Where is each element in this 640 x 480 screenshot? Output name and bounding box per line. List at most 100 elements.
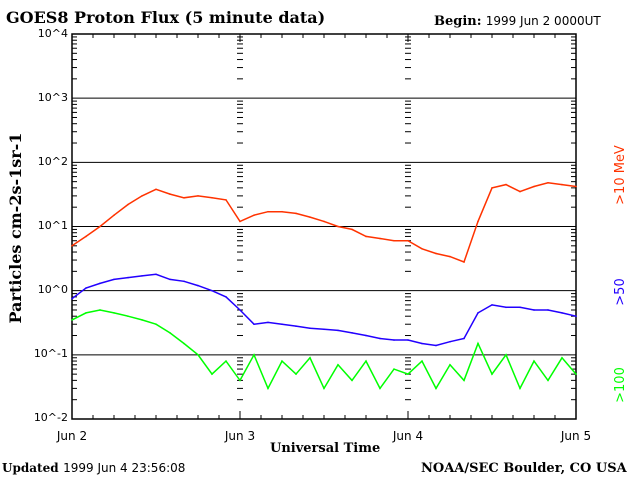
data-point bbox=[323, 328, 325, 331]
begin-label: Begin: bbox=[434, 14, 482, 29]
data-point bbox=[239, 220, 241, 223]
data-point bbox=[463, 379, 465, 382]
data-point bbox=[533, 309, 535, 311]
data-point bbox=[533, 360, 535, 362]
data-point bbox=[365, 235, 367, 238]
data-point bbox=[197, 284, 199, 287]
updated-label: Updated bbox=[2, 461, 59, 475]
data-point bbox=[547, 181, 549, 184]
data-point bbox=[407, 239, 409, 242]
series-line bbox=[71, 309, 577, 391]
data-point bbox=[211, 289, 213, 292]
data-point bbox=[281, 210, 283, 213]
data-point bbox=[71, 319, 73, 321]
data-point bbox=[561, 183, 563, 186]
data-point bbox=[505, 354, 507, 356]
data-point bbox=[155, 323, 157, 326]
data-point bbox=[183, 197, 185, 199]
data-point bbox=[71, 245, 73, 247]
data-point bbox=[309, 356, 311, 359]
data-point bbox=[267, 387, 269, 390]
data-point bbox=[547, 379, 549, 382]
data-point bbox=[295, 212, 297, 215]
data-point bbox=[169, 278, 171, 281]
data-point bbox=[85, 287, 87, 289]
data-point bbox=[295, 373, 297, 375]
data-point bbox=[127, 276, 129, 279]
data-point bbox=[211, 197, 213, 199]
data-point bbox=[379, 237, 381, 240]
data-point bbox=[435, 252, 437, 255]
data-point bbox=[225, 199, 227, 201]
x-tick-label: Jun 3 bbox=[224, 429, 255, 443]
data-point bbox=[533, 185, 535, 188]
legend-label: >50 bbox=[613, 278, 628, 305]
series-line bbox=[71, 273, 577, 347]
data-point bbox=[85, 235, 87, 238]
data-point bbox=[113, 312, 115, 314]
y-tick-label: 10^4 bbox=[37, 27, 68, 40]
data-point bbox=[323, 220, 325, 223]
y-tick-label: 10^-2 bbox=[33, 411, 68, 424]
y-tick-label: 10^0 bbox=[37, 283, 68, 296]
data-point bbox=[365, 360, 367, 362]
y-tick-label: 10^1 bbox=[37, 219, 68, 232]
data-point bbox=[253, 354, 255, 356]
data-point bbox=[323, 387, 325, 390]
data-point bbox=[127, 203, 129, 206]
updated-time: Updated 1999 Jun 4 23:56:08 bbox=[2, 461, 185, 476]
data-point bbox=[449, 255, 451, 258]
y-tick-label: 10^3 bbox=[37, 91, 68, 104]
data-point bbox=[575, 185, 577, 188]
data-point bbox=[309, 327, 311, 330]
data-point bbox=[267, 321, 269, 324]
data-point bbox=[561, 312, 563, 314]
data-point bbox=[393, 339, 395, 341]
data-point bbox=[351, 228, 353, 231]
data-point bbox=[477, 220, 479, 223]
data-point bbox=[113, 214, 115, 217]
begin-value: 1999 Jun 2 0000UT bbox=[485, 14, 601, 28]
x-tick-label: Jun 2 bbox=[56, 429, 87, 443]
data-point bbox=[463, 261, 465, 263]
data-point bbox=[519, 306, 521, 309]
data-point bbox=[393, 239, 395, 242]
data-point bbox=[99, 225, 101, 228]
data-point bbox=[477, 312, 479, 314]
legend-label: >10 MeV bbox=[613, 145, 628, 205]
data-point bbox=[197, 195, 199, 197]
data-point bbox=[141, 195, 143, 197]
data-point bbox=[477, 342, 479, 345]
data-point bbox=[113, 278, 115, 281]
y-tick-label: 10^2 bbox=[37, 155, 68, 168]
data-point bbox=[295, 325, 297, 327]
data-point bbox=[491, 373, 493, 375]
legend-label: >100 bbox=[613, 367, 628, 403]
data-point bbox=[85, 312, 87, 314]
data-point bbox=[197, 354, 199, 356]
data-point bbox=[449, 340, 451, 343]
credit: NOAA/SEC Boulder, CO USA bbox=[421, 461, 627, 476]
data-point bbox=[71, 297, 73, 300]
data-point bbox=[407, 373, 409, 375]
data-point bbox=[155, 273, 157, 276]
data-point bbox=[281, 360, 283, 362]
data-point bbox=[141, 319, 143, 321]
data-point bbox=[561, 356, 563, 359]
data-point bbox=[365, 334, 367, 337]
series-line bbox=[71, 182, 577, 263]
data-point bbox=[463, 337, 465, 340]
data-point bbox=[449, 363, 451, 366]
data-point bbox=[239, 309, 241, 311]
y-axis-label: Particles cm-2s-1sr-1 bbox=[6, 133, 25, 324]
data-point bbox=[211, 373, 213, 375]
data-point bbox=[99, 309, 101, 311]
data-point bbox=[575, 373, 577, 375]
data-point bbox=[309, 216, 311, 218]
data-point bbox=[491, 304, 493, 306]
data-point bbox=[379, 337, 381, 340]
data-point bbox=[435, 387, 437, 390]
x-tick-label: Jun 4 bbox=[392, 429, 423, 443]
data-point bbox=[169, 332, 171, 334]
